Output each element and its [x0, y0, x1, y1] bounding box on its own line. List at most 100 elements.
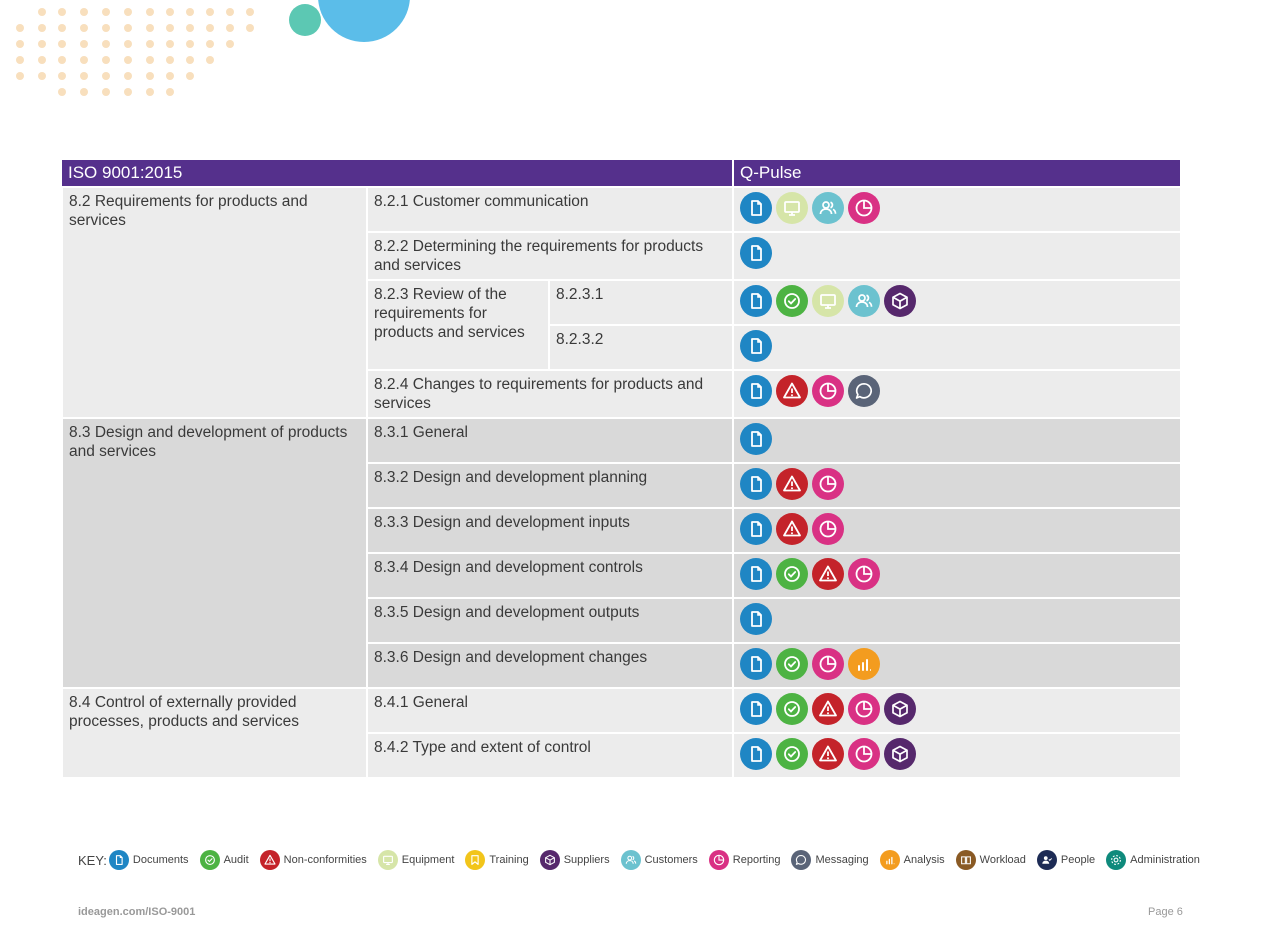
decorative-dot	[58, 88, 66, 96]
decorative-dot	[102, 72, 110, 80]
warning-triangle-icon	[812, 693, 845, 725]
audit-check-icon	[199, 850, 220, 870]
decorative-dot	[124, 72, 132, 80]
decorative-dot	[16, 56, 24, 64]
table-row: 8.3.2 Design and development planning	[62, 462, 1183, 509]
legend-item-label: Suppliers	[563, 854, 610, 866]
decorative-dot	[146, 56, 154, 64]
legend-item-documents: Documents	[108, 850, 189, 870]
decorative-dot	[206, 8, 214, 16]
decorative-dot	[186, 40, 194, 48]
warning-triangle-icon	[776, 513, 809, 545]
clause-cell: 8.4.1 General	[365, 687, 735, 734]
page-number: Page 6	[1148, 906, 1183, 918]
document-icon	[740, 558, 773, 590]
decorative-dot	[38, 40, 46, 48]
section-title: 8.4 Control of externally provided proce…	[61, 687, 368, 779]
table-header-row: ISO 9001:2015 Q-Pulse	[62, 160, 1183, 187]
table-row: 8.4 Control of externally provided proce…	[61, 687, 1183, 779]
module-icons	[732, 324, 1183, 371]
legend-item-suppliers: Suppliers	[539, 850, 610, 870]
decorative-dot	[206, 24, 214, 32]
module-icons	[732, 231, 1183, 281]
document-icon	[740, 603, 773, 635]
document-icon	[740, 285, 773, 317]
table-row: 8.3.5 Design and development outputs	[62, 597, 1183, 644]
box-icon	[539, 850, 560, 870]
legend-item-training: Training	[465, 850, 529, 870]
decorative-dot	[102, 56, 110, 64]
document-icon	[740, 237, 773, 269]
pie-chart-icon	[848, 192, 881, 224]
decorative-dot	[124, 88, 132, 96]
clause-cell: 8.3.4 Design and development controls	[365, 552, 735, 599]
document-icon	[740, 468, 773, 500]
pie-chart-icon	[848, 558, 881, 590]
decorative-dot	[16, 24, 24, 32]
book-icon	[955, 850, 976, 870]
decorative-dot	[58, 56, 66, 64]
table-row: 8.4.2 Type and extent of control	[62, 732, 1183, 779]
bar-chart-icon	[848, 648, 881, 680]
document-icon	[740, 192, 773, 224]
audit-check-icon	[776, 285, 809, 317]
module-icons	[732, 552, 1183, 599]
legend-item-label: Customers	[644, 854, 698, 866]
module-icons	[732, 462, 1183, 509]
module-icons	[732, 417, 1183, 464]
decorative-dot	[226, 8, 234, 16]
decorative-dot	[80, 24, 88, 32]
gear-icon	[1106, 850, 1127, 870]
section-title: 8.3 Design and development of products a…	[61, 417, 368, 689]
decorative-dot	[38, 8, 46, 16]
decorative-dot	[186, 8, 194, 16]
legend-item-label: People	[1060, 854, 1096, 866]
iso-mapping-table: ISO 9001:2015 Q-Pulse 8.2 Requirements f…	[61, 160, 1183, 779]
pie-chart-icon	[708, 850, 729, 870]
subclause-cell: 8.2.3.1	[547, 279, 735, 326]
decorative-dot	[58, 40, 66, 48]
module-icons	[732, 507, 1183, 554]
document-icon	[740, 738, 773, 770]
person-check-icon	[1036, 850, 1057, 870]
customers-icon	[620, 850, 641, 870]
customers-icon	[848, 285, 881, 317]
legend-item-people: People	[1036, 850, 1096, 870]
legend-item-label: Administration	[1130, 854, 1200, 866]
decorative-dot	[146, 72, 154, 80]
pie-chart-icon	[812, 468, 845, 500]
decorative-dot	[226, 40, 234, 48]
legend-item-label: Messaging	[815, 854, 869, 866]
box-icon	[884, 738, 917, 770]
table-row: 8.3.4 Design and development controls	[62, 552, 1183, 599]
decorative-dot	[166, 24, 174, 32]
decorative-dots	[0, 0, 420, 110]
legend-item-label: Reporting	[732, 854, 781, 866]
bookmark-icon	[465, 850, 486, 870]
legend-item-audit: Audit	[199, 850, 249, 870]
legend-item-customers: Customers	[620, 850, 698, 870]
clause-cell: 8.3.5 Design and development outputs	[365, 597, 735, 644]
table-row: 8.3.3 Design and development inputs	[62, 507, 1183, 554]
decorative-dot	[146, 40, 154, 48]
decorative-dot	[58, 72, 66, 80]
pie-chart-icon	[812, 375, 845, 407]
clause-cell: 8.2.1 Customer communication	[365, 186, 735, 233]
clause-cell: 8.3.2 Design and development planning	[365, 462, 735, 509]
table-row: 8.2.2 Determining the requirements for p…	[62, 231, 1183, 281]
legend-item-administration: Administration	[1106, 850, 1200, 870]
decorative-dot	[80, 8, 88, 16]
clause-cell: 8.3.3 Design and development inputs	[365, 507, 735, 554]
legend-item-label: Non-conformities	[283, 854, 367, 866]
table-row: 8.2 Requirements for products and servic…	[61, 186, 1183, 419]
monitor-icon	[776, 192, 809, 224]
monitor-icon	[377, 850, 398, 870]
header-qpulse: Q-Pulse	[733, 160, 1183, 187]
header-iso: ISO 9001:2015	[62, 160, 735, 187]
document-icon	[740, 330, 773, 362]
legend-item-label: Audit	[223, 854, 249, 866]
section-title: 8.2 Requirements for products and servic…	[61, 186, 368, 419]
decorative-dot	[80, 72, 88, 80]
clause-cell: 8.2.4 Changes to requirements for produc…	[365, 369, 735, 419]
clause-cell: 8.3.1 General	[365, 417, 735, 464]
